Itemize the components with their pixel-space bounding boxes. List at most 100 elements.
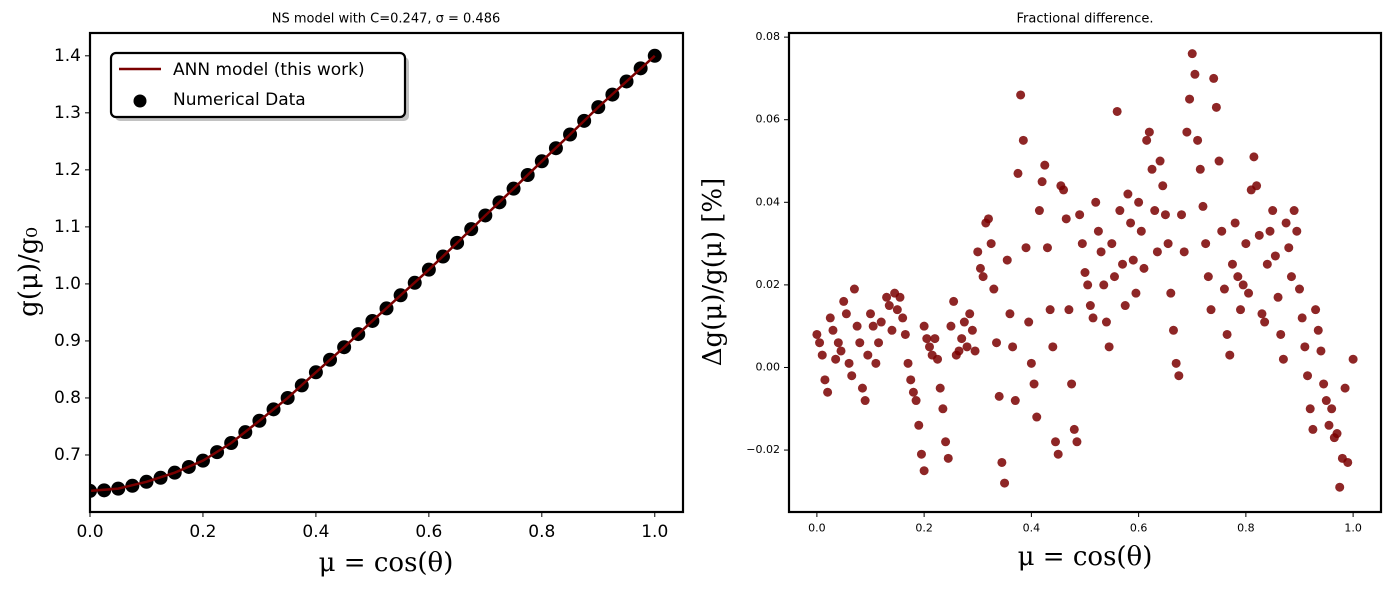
point: [1134, 197, 1144, 207]
point: [825, 313, 835, 323]
point: [959, 317, 969, 327]
point: [1064, 305, 1074, 315]
point: [1268, 206, 1278, 216]
point: [957, 334, 967, 344]
point: [1303, 371, 1313, 381]
point: [1053, 449, 1063, 459]
point: [1219, 284, 1229, 294]
y-tick-label: 1.1: [54, 217, 81, 237]
point: [1101, 317, 1111, 327]
point: [1018, 135, 1028, 145]
point: [1072, 437, 1082, 447]
point: [1034, 206, 1044, 216]
point: [820, 375, 830, 385]
point: [1042, 243, 1052, 253]
point: [866, 309, 876, 319]
point: [1327, 404, 1337, 414]
y-tick-label: −0.02: [746, 443, 780, 456]
point: [1262, 259, 1272, 269]
y-tick-label: 0.08: [756, 30, 781, 43]
point: [962, 342, 972, 352]
legend-box: [109, 51, 407, 119]
point: [839, 296, 849, 306]
point: [863, 350, 873, 360]
point: [914, 420, 924, 430]
point: [1120, 301, 1130, 311]
x-tick-label: 1.0: [641, 522, 668, 542]
point: [1168, 325, 1178, 335]
point: [970, 346, 980, 356]
point: [1147, 164, 1157, 174]
point: [1126, 218, 1136, 228]
point: [1286, 272, 1296, 282]
y-tick-label: 1.0: [54, 274, 81, 294]
plot-area: [812, 49, 1358, 492]
point: [1029, 379, 1039, 389]
point: [983, 214, 993, 224]
point: [1292, 226, 1302, 236]
point: [943, 453, 953, 463]
point: [1311, 305, 1321, 315]
point: [1297, 313, 1307, 323]
point: [1225, 350, 1235, 360]
point: [1211, 102, 1221, 112]
point: [986, 239, 996, 249]
y-tick-label: 0.7: [54, 445, 81, 465]
y-tick-label: 0.06: [756, 113, 781, 126]
point: [1319, 379, 1329, 389]
point: [1305, 404, 1315, 414]
point: [815, 338, 825, 348]
x-tick-label: 0.6: [1130, 522, 1148, 535]
point: [1091, 197, 1101, 207]
point: [1171, 358, 1181, 368]
plot-area: [90, 48, 662, 498]
point: [1193, 135, 1203, 145]
point: [817, 350, 827, 360]
point: [1257, 309, 1267, 319]
point: [1249, 152, 1259, 162]
x-tick-label: 0.2: [915, 522, 933, 535]
point: [973, 247, 983, 257]
point: [1260, 317, 1270, 327]
point: [1203, 272, 1213, 282]
point: [1195, 164, 1205, 174]
point: [1198, 201, 1208, 211]
point: [924, 342, 934, 352]
point: [1185, 94, 1195, 104]
point: [1008, 342, 1018, 352]
point: [919, 466, 929, 476]
point: [857, 383, 867, 393]
point: [1190, 69, 1200, 79]
point: [1000, 478, 1010, 488]
point: [1270, 251, 1280, 261]
y-tick-label: 1.3: [54, 103, 81, 123]
y-axis-label: Δg(μ)/g(μ) [%]: [698, 178, 728, 366]
point: [1099, 280, 1109, 290]
point: [1300, 342, 1310, 352]
point: [1037, 177, 1047, 187]
point: [871, 358, 881, 368]
x-tick-label: 1.0: [1344, 522, 1362, 535]
point: [1096, 247, 1106, 257]
point: [841, 309, 851, 319]
point: [1026, 358, 1036, 368]
x-tick-label: 0.0: [808, 522, 826, 535]
point: [938, 404, 948, 414]
point: [1152, 247, 1162, 257]
chart-title: Fractional difference.: [1017, 12, 1154, 27]
point: [933, 354, 943, 364]
point: [852, 321, 862, 331]
y-tick-label: 1.2: [54, 160, 81, 180]
point: [1144, 127, 1154, 137]
x-tick-label: 0.4: [1023, 522, 1041, 535]
point: [1230, 218, 1240, 228]
point: [1010, 396, 1020, 406]
legend-swatch: [133, 94, 147, 108]
y-tick-label: 0.00: [756, 360, 781, 373]
point: [1080, 268, 1090, 277]
point: [1265, 226, 1275, 236]
point: [1104, 342, 1114, 352]
point: [868, 321, 878, 331]
point: [1206, 305, 1216, 315]
